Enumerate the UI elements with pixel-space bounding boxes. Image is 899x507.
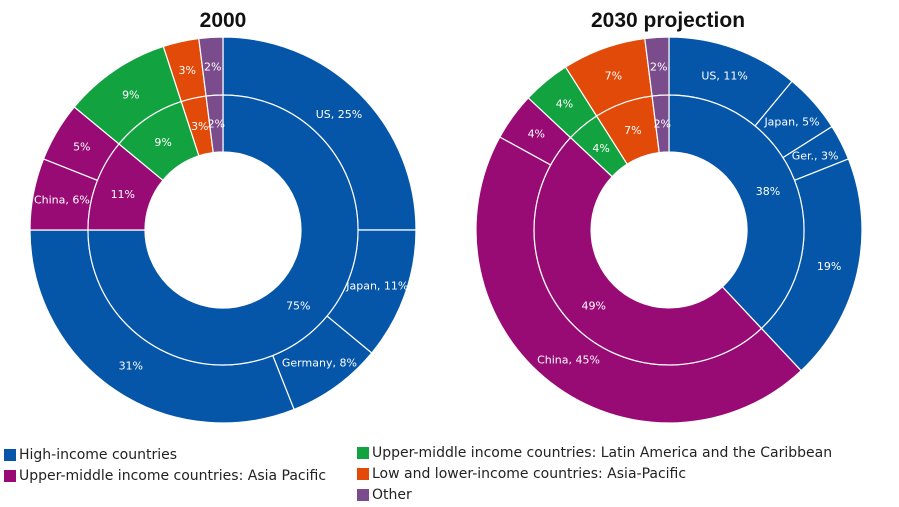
- legend-swatch-other: [357, 489, 369, 501]
- chart-title-2000: 2000: [200, 9, 247, 32]
- label-outer-8-2pct: 2%: [204, 60, 221, 73]
- label-inner-2-4pct: 4%: [592, 142, 609, 155]
- label-inner-1-11pct: 11%: [111, 188, 135, 201]
- label-inner-0-75pct: 75%: [286, 299, 310, 312]
- label-inner-4-2pct: 2%: [208, 118, 225, 131]
- label-inner-4-2pct: 2%: [654, 118, 671, 131]
- label-outer-1-japan-5pct: Japan, 5%: [763, 116, 819, 129]
- legend-item-high-income: High-income countries: [4, 444, 326, 465]
- label-inner-3-7pct: 7%: [624, 124, 641, 137]
- legend-swatch-high-income: [4, 449, 16, 461]
- label-outer-4-china-45pct: China, 45%: [537, 354, 600, 367]
- legend-label-low-income: Low and lower-income countries: Asia-Pac…: [372, 466, 686, 482]
- donut-charts: US, 25% Japan, 11% Germany, 8% 31% China, 6%…: [0, 0, 899, 430]
- label-outer-5-5pct: 5%: [73, 141, 90, 154]
- label-outer-1-japan-11pct: Japan, 11%: [345, 280, 408, 293]
- legend-swatch-upper-middle-asia: [4, 470, 16, 482]
- legend-swatch-upper-middle-latin: [357, 447, 369, 459]
- donut-chart-2030: US, 11% Japan, 5% Ger., 3% 19% China, 45% 4% 4…: [476, 9, 862, 423]
- legend-item-upper-middle-asia: Upper-middle income countries: Asia Paci…: [4, 465, 326, 486]
- legend-item-other: Other: [357, 484, 832, 505]
- legend-item-upper-middle-latin: Upper-middle income countries: Latin Ame…: [357, 442, 832, 463]
- label-outer-7-7pct: 7%: [605, 70, 622, 83]
- legend-label-other: Other: [372, 487, 412, 503]
- legend-swatch-low-income: [357, 468, 369, 480]
- chart-title-2030: 2030 projection: [591, 9, 745, 32]
- label-inner-0-38pct: 38%: [756, 185, 780, 198]
- legend-item-low-income: Low and lower-income countries: Asia-Pac…: [357, 463, 832, 484]
- legend-right: Upper-middle income countries: Latin Ame…: [357, 442, 832, 505]
- legend-label-high-income: High-income countries: [19, 447, 177, 463]
- label-outer-7-3pct: 3%: [178, 64, 195, 77]
- label-outer-6-9pct: 9%: [122, 88, 139, 101]
- label-outer-8-2pct: 2%: [650, 60, 667, 73]
- label-outer-3-31pct: 31%: [119, 360, 143, 373]
- legend-label-upper-middle-latin: Upper-middle income countries: Latin Ame…: [372, 445, 832, 461]
- legend-label-upper-middle-asia: Upper-middle income countries: Asia Paci…: [19, 468, 326, 484]
- label-outer-0-us-11pct: US, 11%: [701, 70, 747, 83]
- label-outer-0-us-25pct: US, 25%: [316, 108, 362, 121]
- label-outer-2-germany-8pct: Germany, 8%: [282, 357, 357, 370]
- label-inner-2-9pct: 9%: [154, 136, 171, 149]
- label-outer-2-ger-3pct: Ger., 3%: [792, 150, 839, 163]
- label-inner-3-3pct: 3%: [191, 120, 208, 133]
- label-inner-1-49pct: 49%: [581, 299, 605, 312]
- label-outer-6-4pct: 4%: [556, 98, 573, 111]
- label-outer-3-19pct: 19%: [817, 260, 841, 273]
- label-outer-5-4pct: 4%: [528, 128, 545, 141]
- donut-chart-2000: US, 25% Japan, 11% Germany, 8% 31% China, 6%…: [30, 9, 416, 423]
- label-outer-4-china-6pct: China, 6%: [34, 193, 90, 206]
- legend-left: High-income countries Upper-middle incom…: [4, 444, 326, 486]
